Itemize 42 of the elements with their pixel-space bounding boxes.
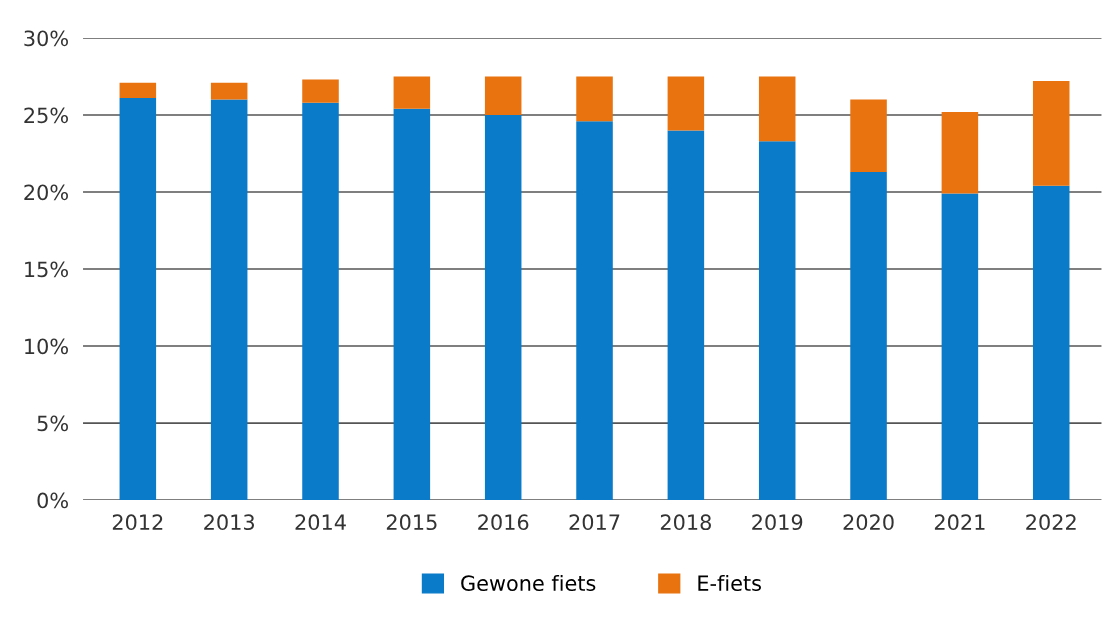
- bar: [484, 114, 522, 501]
- x-tick-label: 2017: [569, 514, 620, 531]
- bar: [941, 193, 979, 501]
- x-tick-label: 2021: [934, 514, 985, 531]
- bar: [667, 130, 705, 501]
- bar: [1032, 81, 1070, 186]
- x-tick-label: 2014: [295, 514, 346, 531]
- bar: [210, 82, 248, 100]
- bar: [850, 171, 887, 501]
- y-tick-label: 25%: [24, 107, 68, 124]
- x-tick-label: 2016: [478, 514, 529, 531]
- bar: [758, 141, 796, 501]
- legend-label: E-fiets: [698, 574, 761, 592]
- y-tick-label: 20%: [24, 184, 68, 201]
- bar: [1032, 185, 1070, 501]
- bar: [850, 99, 887, 172]
- bar: [393, 108, 431, 501]
- y-tick-label: 30%: [24, 30, 68, 47]
- x-tick-label: 2022: [1026, 514, 1076, 531]
- x-tick-label: 2020: [843, 514, 894, 531]
- bar: [119, 82, 157, 99]
- y-tick-label: 5%: [37, 415, 68, 432]
- x-tick-label: 2015: [386, 514, 437, 531]
- bar: [667, 76, 705, 131]
- y-tick-label: 10%: [25, 338, 68, 355]
- bar: [941, 111, 979, 194]
- bar: [119, 98, 157, 501]
- bar: [576, 121, 613, 501]
- bar: [393, 76, 431, 109]
- bar: [576, 76, 613, 122]
- x-tick-label: 2012: [112, 514, 163, 531]
- legend-label: Gewone fiets: [461, 574, 596, 592]
- y-tick-label: 0%: [37, 492, 68, 509]
- bar: [210, 99, 248, 501]
- y-tick-label: 15%: [25, 261, 68, 278]
- x-tick-label: 2013: [204, 514, 255, 531]
- bar: [758, 76, 796, 142]
- x-tick-label: 2018: [660, 514, 711, 531]
- bar: [302, 79, 339, 103]
- bar: [484, 76, 522, 115]
- x-tick-label: 2019: [752, 514, 803, 531]
- bar: [302, 102, 339, 501]
